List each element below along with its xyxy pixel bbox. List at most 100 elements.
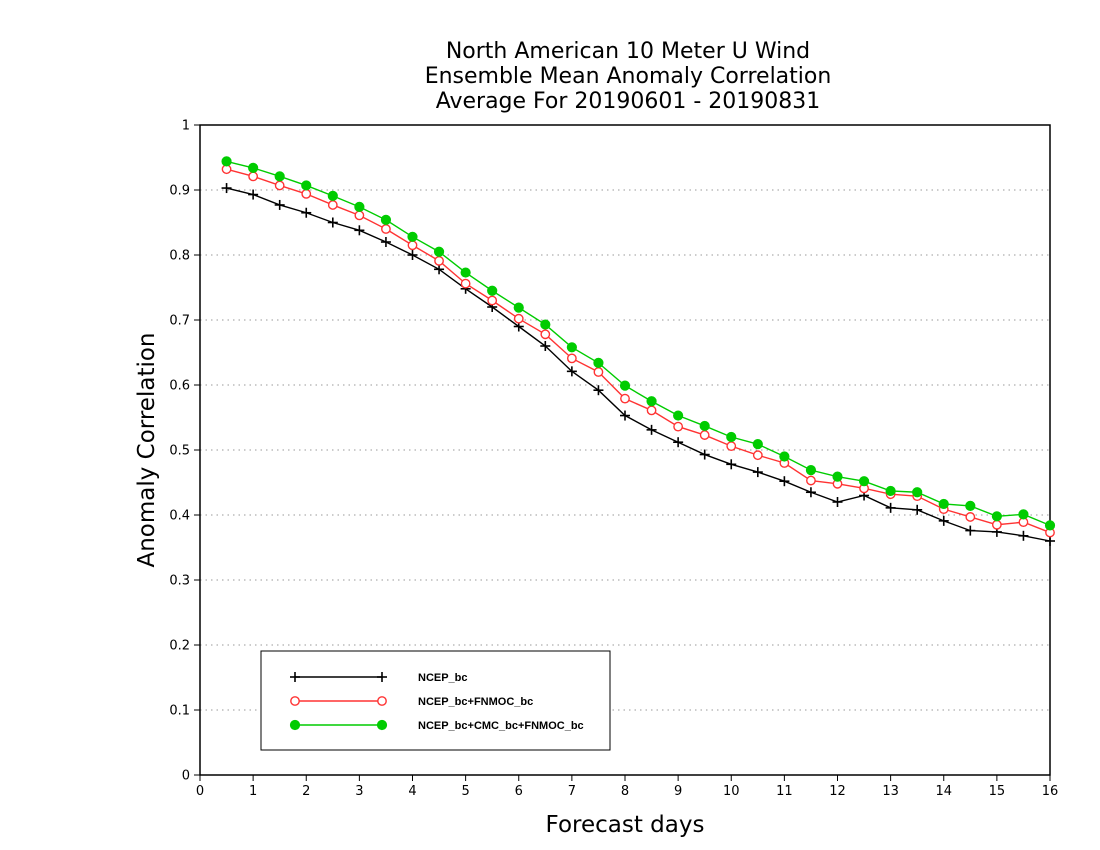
data-point (566, 366, 577, 377)
legend-entry: NCEP_bc+FNMOC_bc (290, 696, 533, 708)
y-tick-label: 0.5 (169, 444, 190, 459)
data-point (381, 224, 391, 234)
data-point (434, 255, 444, 266)
data-point (1045, 536, 1055, 546)
y-tick-label: 0.2 (169, 639, 190, 654)
data-point (699, 430, 710, 440)
x-axis-title: Forecast days (546, 812, 705, 838)
title-line-3: Average For 20190601 - 20190831 (436, 89, 821, 114)
data-point (885, 502, 896, 513)
data-point (566, 353, 577, 364)
x-tick-label: 14 (935, 784, 952, 799)
x-tick-label: 4 (408, 784, 416, 799)
x-tick-label: 10 (723, 784, 740, 799)
data-point (354, 210, 365, 221)
legend-entry: NCEP_bc (290, 672, 468, 684)
series-2 (221, 156, 1056, 531)
series-line (226, 168, 1051, 534)
y-axis-title: Anomaly Correlation (134, 332, 160, 567)
data-point (354, 225, 365, 236)
data-point (965, 512, 976, 522)
data-point (540, 329, 551, 340)
data-point (593, 357, 604, 368)
data-point (593, 367, 604, 377)
legend-marker (377, 696, 387, 706)
legend-marker (290, 696, 300, 706)
data-point (1018, 509, 1029, 520)
data-point (487, 285, 498, 296)
x-tick-label: 7 (568, 784, 576, 799)
data-point (380, 237, 391, 247)
y-tick-label: 0.1 (169, 704, 190, 719)
data-point (752, 450, 763, 461)
data-point (248, 189, 259, 200)
legend-label: NCEP_bc+CMC_bc+FNMOC_bc (418, 720, 584, 732)
data-point (434, 264, 445, 275)
data-point (673, 437, 684, 448)
data-point (806, 475, 816, 486)
legend-label: NCEP_bc+FNMOC_bc (418, 696, 533, 708)
legend-marker (289, 719, 301, 731)
data-point (487, 295, 498, 306)
data-point (991, 511, 1002, 522)
x-tick-label: 3 (355, 784, 363, 799)
data-point (301, 207, 312, 218)
data-point (699, 420, 710, 432)
series-1 (221, 164, 1055, 538)
x-tick-label: 6 (515, 784, 523, 799)
data-point (965, 500, 976, 511)
data-point (726, 441, 737, 451)
data-point (832, 497, 843, 507)
data-point (248, 162, 259, 173)
data-point (327, 217, 338, 228)
data-point (965, 525, 976, 536)
data-point (593, 385, 604, 396)
data-point (699, 449, 710, 460)
data-point (779, 476, 790, 487)
data-point (566, 342, 577, 353)
data-point (832, 471, 843, 482)
x-tick-label: 11 (776, 784, 793, 799)
data-point (991, 519, 1002, 530)
grid-lines (200, 189, 1050, 711)
title-line-1: North American 10 Meter U Wind (446, 39, 810, 64)
x-tick-label: 15 (989, 784, 1006, 799)
title-line-2: Ensemble Mean Anomaly Correlation (425, 64, 832, 89)
series-0 (221, 183, 1055, 546)
data-point (513, 313, 524, 324)
legend: NCEP_bc NCEP_bc+FNMOC_bc NCEP_bc+CMC_bc+FN… (260, 650, 611, 751)
data-point (540, 341, 551, 351)
data-point (620, 393, 630, 404)
y-tick-label: 0.3 (169, 574, 190, 589)
data-point (646, 424, 657, 435)
data-point (673, 410, 684, 421)
legend-marker (376, 719, 388, 731)
data-series (221, 156, 1056, 546)
data-point (407, 240, 418, 251)
data-point (620, 410, 630, 421)
data-point (619, 380, 631, 391)
data-point (912, 504, 923, 515)
series-line (226, 187, 1051, 542)
data-point (327, 190, 338, 201)
x-tick-label: 12 (829, 784, 846, 799)
data-point (938, 515, 949, 526)
y-tick-label: 0.6 (169, 379, 190, 394)
data-point (1044, 520, 1056, 531)
data-point (726, 431, 737, 443)
data-point (646, 405, 657, 416)
x-tick-label: 9 (674, 784, 682, 799)
y-tick-label: 0.7 (169, 314, 190, 329)
x-tick-label: 0 (196, 784, 204, 799)
data-point (646, 396, 657, 407)
x-tick-label: 5 (461, 784, 469, 799)
data-point (673, 421, 684, 432)
legend-marker (290, 672, 300, 682)
x-tick-label: 16 (1042, 784, 1059, 799)
data-point (885, 485, 896, 497)
data-point (407, 231, 418, 242)
data-point (513, 302, 524, 313)
y-tick-label: 0.8 (169, 249, 190, 264)
legend-label: NCEP_bc (418, 672, 468, 684)
legend-marker (377, 672, 387, 682)
